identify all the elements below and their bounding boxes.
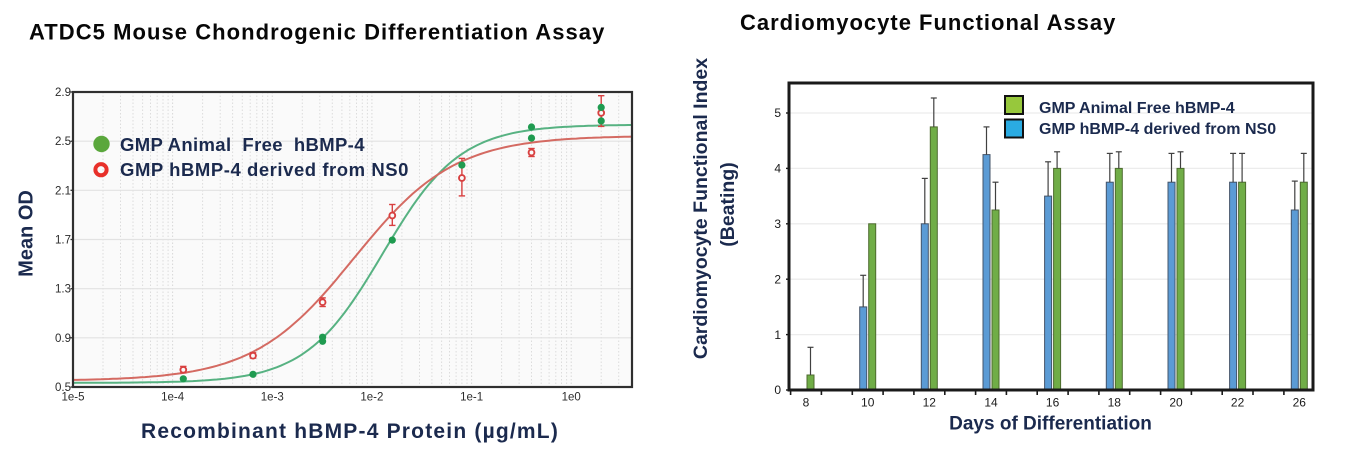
svg-text:1e-2: 1e-2: [360, 392, 383, 404]
svg-text:GMP Animal Free hBMP-4: GMP Animal Free hBMP-4: [120, 134, 365, 155]
svg-text:1e-4: 1e-4: [161, 392, 185, 404]
svg-text:22: 22: [1231, 396, 1245, 410]
svg-text:16: 16: [1046, 396, 1060, 410]
svg-text:0.9: 0.9: [55, 333, 71, 345]
svg-text:Mean OD: Mean OD: [16, 190, 38, 277]
svg-text:26: 26: [1293, 396, 1307, 410]
svg-text:1e-1: 1e-1: [460, 392, 483, 404]
svg-text:5: 5: [774, 106, 781, 120]
svg-text:10: 10: [861, 396, 875, 410]
svg-text:Recombinant hBMP-4 Protein (µg: Recombinant hBMP-4 Protein (µg/mL): [141, 420, 559, 443]
svg-text:0: 0: [774, 383, 781, 397]
svg-text:ATDC5 Mouse Chondrogenic Diffe: ATDC5 Mouse Chondrogenic Differentiation…: [29, 20, 605, 45]
svg-text:18: 18: [1108, 396, 1122, 410]
svg-text:GMP Animal Free hBMP-4: GMP Animal Free hBMP-4: [1039, 100, 1235, 117]
svg-text:1e-3: 1e-3: [261, 392, 284, 404]
svg-text:14: 14: [984, 396, 998, 410]
svg-text:0.5: 0.5: [55, 382, 71, 394]
svg-text:1e0: 1e0: [562, 392, 581, 404]
svg-text:1: 1: [774, 328, 781, 342]
svg-text:(Beating): (Beating): [717, 162, 739, 247]
svg-text:12: 12: [923, 396, 937, 410]
svg-text:Days of Differentiation: Days of Differentiation: [949, 414, 1152, 435]
svg-text:Cardiomyocyte Functional Assay: Cardiomyocyte Functional Assay: [740, 10, 1116, 35]
svg-text:Cardiomyocyte Functional Index: Cardiomyocyte Functional Index: [690, 58, 712, 359]
svg-text:1.3: 1.3: [55, 284, 71, 296]
svg-text:20: 20: [1169, 396, 1183, 410]
svg-text:2.1: 2.1: [55, 185, 71, 197]
svg-text:GMP hBMP-4 derived from NS0: GMP hBMP-4 derived from NS0: [120, 159, 409, 180]
svg-text:3: 3: [774, 217, 781, 231]
svg-text:2: 2: [774, 272, 781, 286]
svg-text:4: 4: [774, 162, 781, 176]
svg-text:8: 8: [803, 396, 810, 410]
svg-text:2.5: 2.5: [55, 136, 71, 148]
svg-text:1e-5: 1e-5: [61, 392, 84, 404]
svg-text:GMP hBMP-4 derived from NS0: GMP hBMP-4 derived from NS0: [1039, 121, 1276, 138]
svg-text:2.9: 2.9: [55, 87, 71, 99]
svg-text:1.7: 1.7: [55, 235, 71, 247]
